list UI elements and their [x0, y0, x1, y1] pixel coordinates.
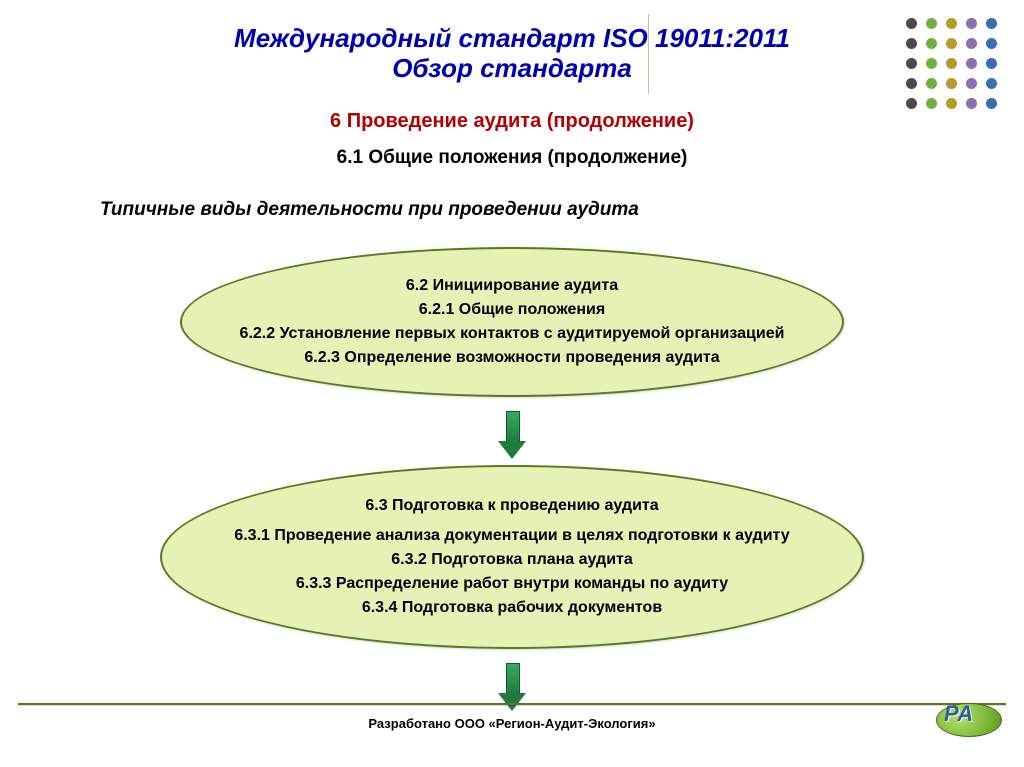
node2-line: 6.3.4 Подготовка рабочих документов — [162, 596, 862, 620]
node2-line: 6.3.1 Проведение анализа документации в … — [162, 524, 862, 548]
company-logo: РА — [936, 695, 1000, 743]
node2-line: 6.3.2 Подготовка плана аудита — [162, 548, 862, 572]
ellipse-2-wrap: 6.3 Подготовка к проведению аудита 6.3.1… — [0, 465, 1024, 649]
node1-line: 6.2.3 Определение возможности проведения… — [182, 346, 842, 370]
node2-line: 6.3.3 Распределение работ внутри команды… — [162, 572, 862, 596]
subsection-heading: 6.1 Общие положения (продолжение) — [0, 147, 1024, 169]
footer-divider — [18, 703, 1006, 705]
section-heading: 6 Проведение аудита (продолжение) — [0, 110, 1024, 133]
title-line-1: Международный стандарт ISO 19011:2011 — [0, 24, 1024, 54]
arrow-1-wrap — [0, 411, 1024, 459]
flow-node-1: 6.2 Инициирование аудита 6.2.1 Общие пол… — [180, 247, 844, 397]
logo-text: РА — [944, 701, 973, 727]
title-line-2: Обзор стандарта — [0, 54, 1024, 84]
flow-node-2: 6.3 Подготовка к проведению аудита 6.3.1… — [160, 465, 864, 649]
credit-text: Разработано ООО «Регион-Аудит-Экология» — [0, 716, 1024, 731]
arrow-down-icon — [498, 411, 526, 459]
corner-dot-decoration — [906, 18, 1000, 112]
ellipse-1-wrap: 6.2 Инициирование аудита 6.2.1 Общие пол… — [0, 247, 1024, 397]
page-title: Международный стандарт ISO 19011:2011 Об… — [0, 0, 1024, 84]
title-separator — [648, 14, 649, 94]
node1-line: 6.2.1 Общие положения — [182, 298, 842, 322]
node2-line: 6.3 Подготовка к проведению аудита — [162, 494, 862, 518]
node1-line: 6.2 Инициирование аудита — [182, 274, 842, 298]
activities-header: Типичные виды деятельности при проведени… — [100, 199, 1024, 221]
node1-line: 6.2.2 Установление первых контактов с ау… — [182, 322, 842, 346]
